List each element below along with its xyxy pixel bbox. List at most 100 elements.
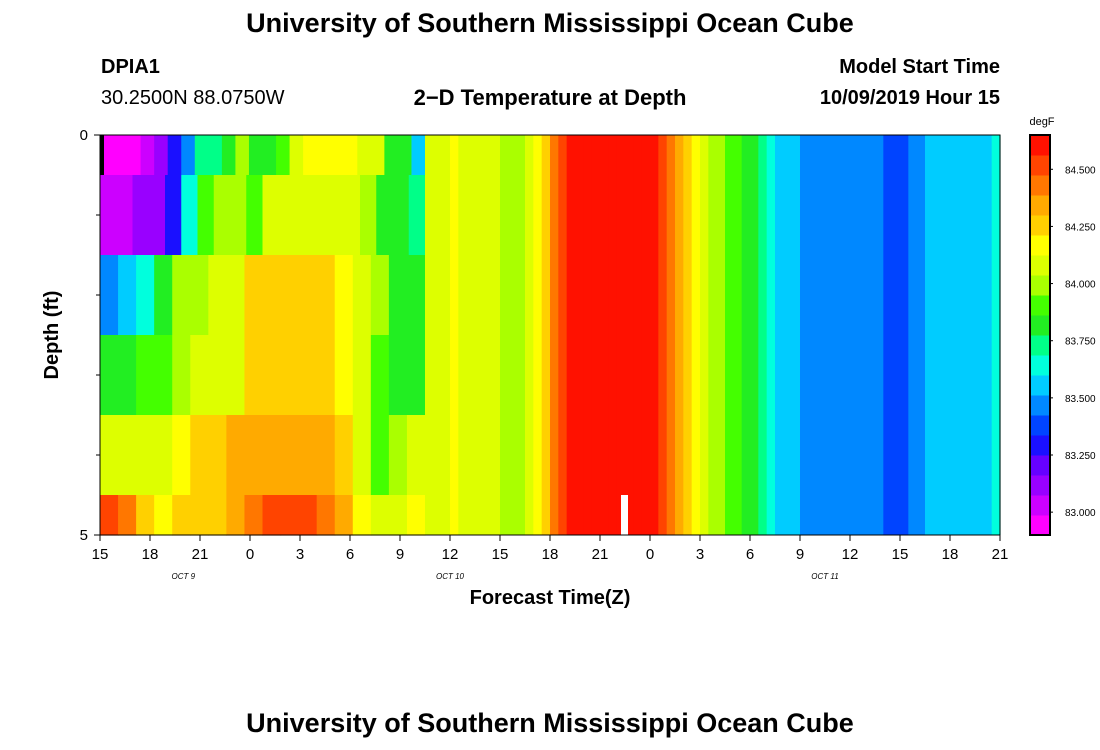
colorbar-segment — [1030, 455, 1050, 476]
station-coords: 30.2500N 88.0750W — [101, 87, 285, 109]
model-start-label: Model Start Time — [839, 56, 1000, 78]
heatmap-cell — [262, 495, 282, 536]
heatmap-cell — [248, 135, 264, 176]
station-id: DPIA1 — [101, 56, 160, 78]
colorbar-segment — [1030, 375, 1050, 396]
x-tick-label: 15 — [492, 546, 509, 563]
y-tick-label: 0 — [80, 127, 88, 144]
heatmap-cell — [357, 135, 372, 176]
heatmap-cell — [370, 415, 390, 496]
heatmap-cell — [276, 135, 291, 176]
heatmap-cell — [298, 255, 318, 336]
heatmap-cell — [113, 135, 128, 176]
heatmap-column — [750, 135, 759, 535]
heatmap-column — [658, 135, 668, 535]
heatmap-cell — [190, 335, 209, 416]
heatmap-cell — [388, 335, 408, 416]
colorbar-tick-label: 83.000 — [1065, 508, 1096, 519]
x-tick-label: 0 — [246, 546, 254, 563]
heatmap-column — [850, 135, 859, 535]
heatmap-cell — [208, 415, 227, 496]
heatmap-column — [733, 135, 743, 535]
heatmap-column — [991, 135, 1001, 535]
heatmap-cell — [343, 175, 361, 256]
heatmap-cell — [352, 495, 372, 536]
heatmap-cell — [118, 415, 137, 496]
heatmap-cell — [376, 175, 394, 256]
heatmap-column — [541, 135, 551, 535]
heatmap-cell — [116, 175, 134, 256]
heatmap-cell — [388, 255, 408, 336]
heatmap-cell — [408, 175, 426, 256]
colorbar-segment — [1030, 235, 1050, 256]
heatmap-cell — [154, 135, 169, 176]
heatmap-cell — [190, 415, 209, 496]
heatmap-cell — [190, 495, 209, 536]
heatmap-cell — [352, 335, 372, 416]
heatmap-column — [916, 135, 926, 535]
heatmap-cell — [384, 135, 399, 176]
colorbar-segment — [1030, 355, 1050, 376]
heatmap-column — [758, 135, 768, 535]
heatmap-cells — [100, 135, 1001, 536]
colorbar-tick-label: 83.750 — [1065, 337, 1096, 348]
x-tick-label: 9 — [796, 546, 804, 563]
heatmap-cell — [406, 335, 426, 416]
heatmap-cell — [244, 415, 264, 496]
heatmap-cell — [136, 255, 155, 336]
heatmap-cell — [148, 175, 166, 256]
heatmap-cell — [213, 175, 231, 256]
colorbar-segment — [1030, 415, 1050, 436]
heatmap-column — [875, 135, 884, 535]
heatmap-cell — [352, 255, 372, 336]
heatmap-cell — [388, 415, 408, 496]
heatmap-cell — [327, 175, 345, 256]
start-marker — [100, 135, 104, 175]
heatmap-cell — [316, 135, 331, 176]
heatmap-cell — [136, 415, 155, 496]
heatmap-cell — [298, 415, 318, 496]
heatmap-column — [691, 135, 701, 535]
heatmap-column — [591, 135, 601, 535]
heatmap-column — [566, 135, 576, 535]
heatmap-cell — [289, 135, 304, 176]
colorbar-tick-label: 83.500 — [1065, 394, 1096, 405]
heatmap-column — [791, 135, 801, 535]
colorbar-segment — [1030, 475, 1050, 496]
heatmap-cell — [118, 495, 137, 536]
heatmap-cell — [262, 335, 282, 416]
heatmap-cell — [316, 415, 336, 496]
heatmap-column — [616, 135, 626, 535]
x-tick-label: 15 — [92, 546, 109, 563]
colorbar-segment — [1030, 275, 1050, 296]
heatmap-cell — [316, 495, 336, 536]
heatmap-cell — [244, 255, 264, 336]
heatmap-column — [966, 135, 976, 535]
heatmap-cell — [244, 335, 264, 416]
heatmap-column — [983, 135, 993, 535]
date-label: OCT 10 — [436, 572, 465, 581]
heatmap-cell — [221, 135, 237, 176]
heatmap-column — [741, 135, 751, 535]
heatmap-column — [558, 135, 568, 535]
x-tick-label: 3 — [696, 546, 704, 563]
y-tick-label: 5 — [80, 527, 88, 544]
heatmap-column — [533, 135, 543, 535]
heatmap-cell — [230, 175, 247, 256]
heatmap-cell — [154, 495, 173, 536]
heatmap-cell — [118, 255, 137, 336]
heatmap-cell — [172, 335, 191, 416]
heatmap-cell — [262, 255, 282, 336]
heatmap-column — [883, 135, 893, 535]
heatmap-cell — [343, 135, 358, 176]
x-tick-label: 12 — [442, 546, 459, 563]
heatmap-column — [675, 135, 684, 535]
heatmap-column — [600, 135, 609, 535]
date-label: OCT 9 — [172, 572, 196, 581]
x-tick-label: 6 — [346, 546, 354, 563]
heatmap-column — [908, 135, 918, 535]
heatmap-column — [833, 135, 843, 535]
heatmap-cell — [298, 335, 318, 416]
heatmap-column — [975, 135, 984, 535]
x-tick-label: 12 — [842, 546, 859, 563]
